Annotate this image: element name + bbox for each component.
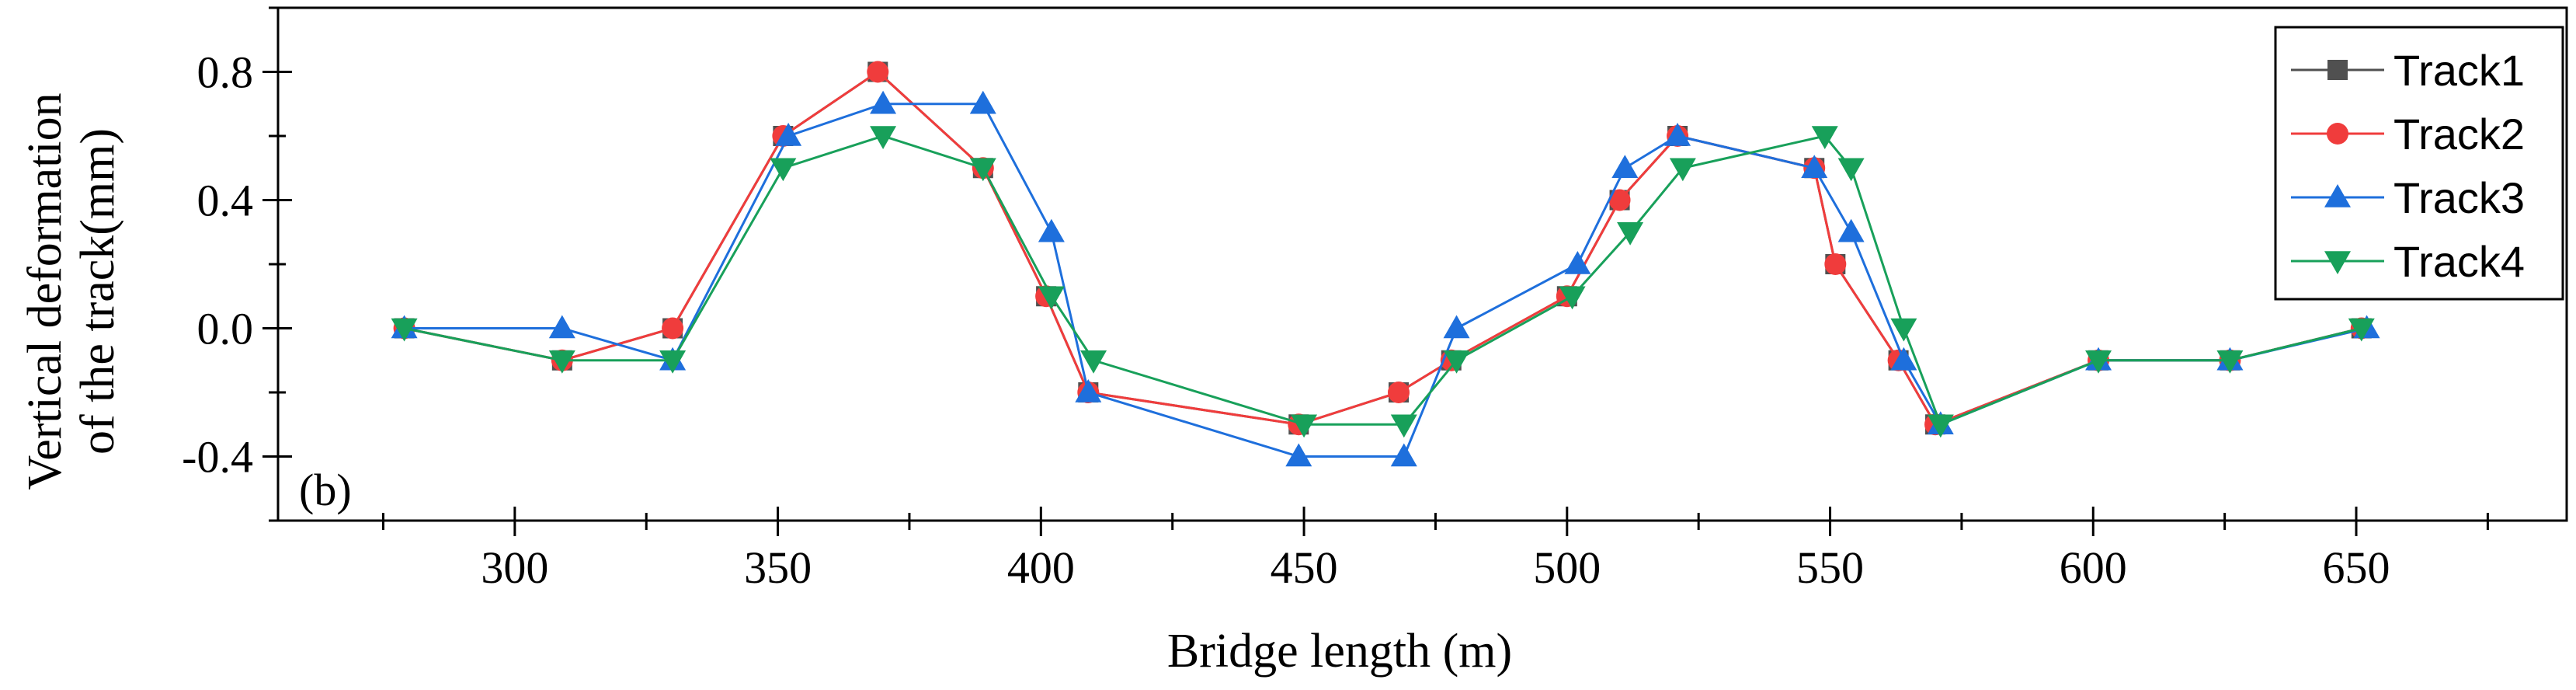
data-point — [1669, 158, 1696, 182]
legend-item-track2: Track2 — [2291, 110, 2525, 159]
data-point — [867, 61, 889, 83]
data-point — [1285, 443, 1312, 467]
legend: Track1 Track2 Track3 Track4 — [2274, 26, 2564, 301]
x-tick-label: 600 — [2060, 542, 2127, 593]
series-layer — [391, 61, 2380, 467]
data-point — [1291, 414, 1318, 438]
data-point — [775, 123, 802, 146]
data-point — [1927, 414, 1954, 438]
x-tick-label: 650 — [2323, 542, 2390, 593]
legend-label: Track3 — [2393, 173, 2525, 222]
x-tick-label: 500 — [1533, 542, 1601, 593]
y-tick-label: -0.4 — [182, 432, 253, 483]
legend-marker — [2327, 60, 2348, 80]
data-point — [969, 158, 996, 182]
data-point — [1443, 315, 1470, 339]
data-point — [1075, 379, 1102, 402]
data-point — [1617, 222, 1644, 246]
data-point — [1390, 414, 1417, 438]
y-axis-title: Vertical deformation of the track(mm) — [19, 92, 124, 490]
ticks-layer: 300 350 400 450 500 550 600 650 -0.4 0.0 0.4 0.8 — [182, 6, 2489, 593]
data-point — [1664, 123, 1691, 146]
y-axis-title-line-2: of the track(mm) — [71, 128, 124, 455]
legend-item-track3: Track3 — [2291, 173, 2525, 222]
data-point — [659, 350, 687, 374]
data-point — [1388, 382, 1410, 403]
panel-label: (b) — [299, 465, 352, 515]
data-point — [2348, 318, 2375, 342]
x-axis-title: Bridge length (m) — [1167, 625, 1512, 678]
y-tick-label: 0.0 — [197, 304, 254, 354]
data-point — [1038, 218, 1065, 242]
data-point — [548, 315, 575, 339]
data-point — [1824, 253, 1847, 275]
legend-label: Track4 — [2393, 237, 2525, 286]
data-point — [870, 126, 897, 149]
legend-marker — [2327, 123, 2348, 145]
data-point — [969, 90, 996, 114]
series-track4 — [391, 126, 2375, 438]
data-point — [1038, 286, 1065, 310]
data-point — [870, 90, 897, 114]
y-axis-title-line-1: Vertical deformation — [19, 92, 71, 490]
data-point — [1443, 350, 1470, 374]
data-point — [662, 317, 684, 340]
data-point — [2085, 350, 2112, 374]
data-point — [1390, 443, 1417, 467]
data-point — [1564, 251, 1591, 274]
data-point — [548, 350, 575, 374]
legend-item-track4: Track4 — [2291, 237, 2525, 286]
data-point — [1811, 126, 1838, 149]
data-point — [1801, 155, 1828, 178]
legend-label: Track2 — [2393, 110, 2525, 159]
data-point — [1837, 158, 1865, 182]
data-point — [1837, 218, 1865, 242]
data-point — [770, 158, 797, 182]
x-tick-label: 550 — [1796, 542, 1864, 593]
data-point — [1559, 286, 1586, 310]
x-tick-label: 450 — [1271, 542, 1338, 593]
data-point — [1890, 347, 1917, 371]
data-point — [2216, 350, 2244, 374]
legend-box — [2274, 26, 2564, 301]
x-tick-label: 400 — [1007, 542, 1075, 593]
x-tick-label: 300 — [481, 542, 548, 593]
legend-marker — [2324, 184, 2351, 207]
y-tick-label: 0.8 — [197, 47, 254, 98]
y-tick-label: 0.4 — [197, 176, 254, 226]
data-point — [391, 318, 418, 342]
data-point — [1608, 189, 1631, 211]
legend-item-track1: Track1 — [2291, 46, 2525, 95]
data-point — [1611, 155, 1639, 178]
data-point — [1080, 350, 1107, 374]
legend-marker — [2324, 251, 2351, 274]
legend-label: Track1 — [2393, 46, 2525, 95]
x-tick-label: 350 — [744, 542, 812, 593]
data-point — [1890, 318, 1917, 342]
